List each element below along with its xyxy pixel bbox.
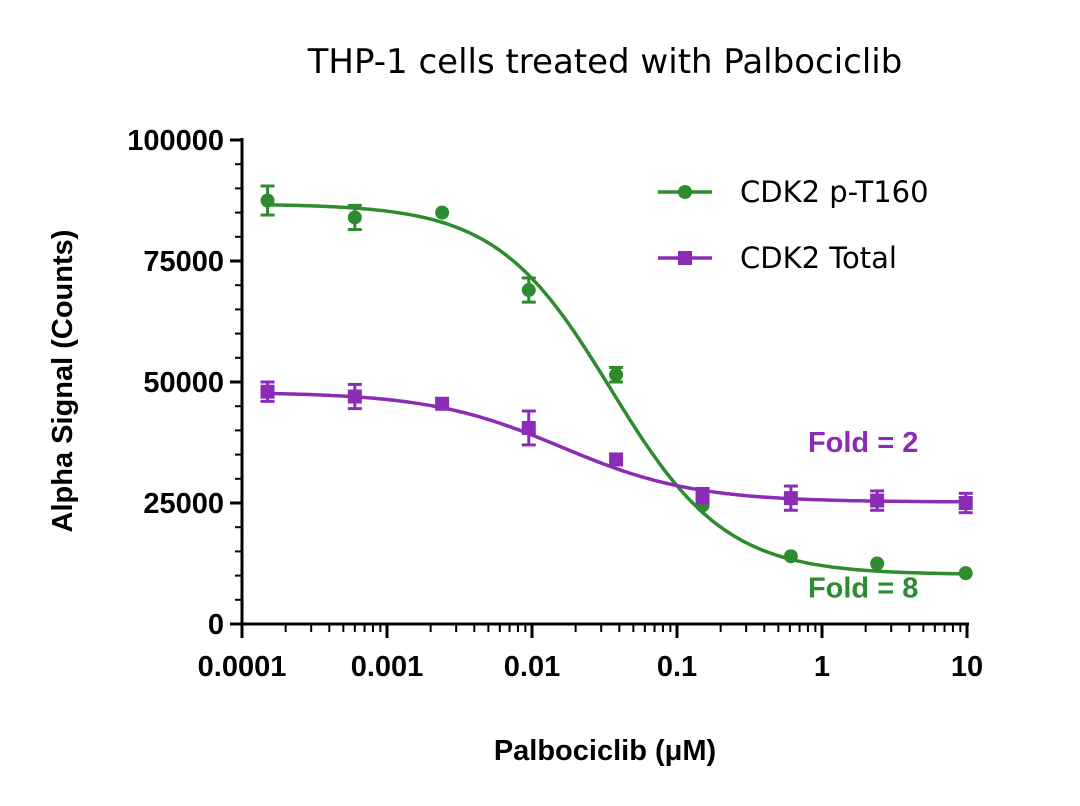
data-point-square: [870, 493, 885, 508]
data-point-circle: [521, 283, 536, 298]
data-point-circle: [435, 205, 450, 220]
data-point-circle: [260, 193, 275, 208]
y-tick-label: 100000: [127, 125, 224, 157]
data-point-circle: [609, 367, 624, 382]
legend: CDK2 p-T160 CDK2 Total: [658, 175, 929, 275]
y-tick-label: 50000: [143, 367, 224, 399]
data-point-square: [347, 389, 362, 404]
fold-annotation: Fold = 8: [808, 572, 918, 604]
legend-label: CDK2 p-T160: [740, 175, 929, 209]
x-tick-label: 10: [951, 651, 983, 683]
y-tick-label: 75000: [143, 246, 224, 278]
x-tick-label: 0.001: [351, 651, 424, 683]
y-tick-label: 0: [208, 609, 224, 641]
data-point-circle: [347, 210, 362, 225]
fit-curves: [267, 203, 966, 576]
data-point-square: [435, 396, 450, 411]
x-tick-label: 0.0001: [198, 651, 287, 683]
legend-marker-circle: [678, 185, 692, 199]
data-points: [260, 184, 973, 581]
x-axis-title: Palbociclib (μM): [494, 735, 716, 767]
data-point-circle: [870, 556, 885, 571]
fold-annotation: Fold = 2: [808, 427, 918, 459]
data-point-square: [260, 384, 275, 399]
data-point-square: [783, 491, 798, 506]
data-point-circle: [783, 549, 798, 564]
fit-curve: [267, 203, 966, 576]
x-tick-label: 0.01: [504, 651, 560, 683]
x-tick-label: 1: [814, 651, 830, 683]
data-point-circle: [958, 566, 973, 581]
annotations: Fold = 2 Fold = 8: [808, 427, 918, 604]
legend-marker-square: [678, 251, 692, 265]
legend-label: CDK2 Total: [740, 241, 897, 275]
data-point-square: [609, 452, 624, 467]
data-point-square: [958, 496, 973, 510]
fit-curve: [267, 391, 966, 504]
chart-title: THP-1 cells treated with Palbociclib: [307, 42, 903, 82]
axes: 0 25000 50000 75000 100000 0.0001 0.001 0.01 0.1…: [127, 125, 983, 683]
data-point-square: [521, 420, 536, 435]
y-axis-title: Alpha Signal (Counts): [47, 230, 79, 533]
data-point-square: [695, 488, 710, 503]
y-tick-label: 25000: [143, 488, 224, 520]
x-tick-label: 0.1: [657, 651, 697, 683]
